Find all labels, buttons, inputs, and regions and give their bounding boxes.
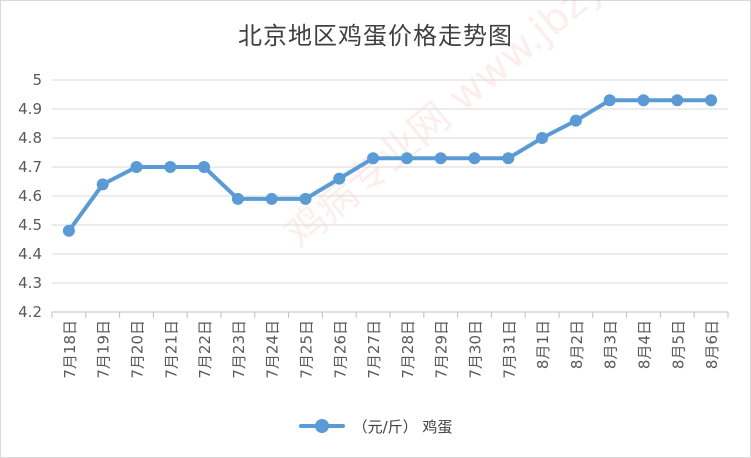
y-tick-label: 4.6 bbox=[18, 187, 42, 205]
x-tick-label: 7月29日 bbox=[433, 320, 451, 379]
legend: （元/斤） 鸡蛋 bbox=[0, 414, 751, 438]
data-point bbox=[333, 172, 346, 185]
x-tick-label: 8月6日 bbox=[703, 320, 721, 369]
x-tick-label: 7月28日 bbox=[399, 320, 417, 379]
watermark-text: 鸡病专业网 www.jbzyw.com bbox=[277, 0, 711, 258]
x-tick-label: 7月24日 bbox=[264, 320, 282, 379]
x-tick-label: 8月5日 bbox=[669, 320, 687, 369]
x-tick-label: 7月22日 bbox=[196, 320, 214, 379]
x-tick-label: 7月23日 bbox=[230, 320, 248, 379]
x-tick-label: 8月2日 bbox=[568, 320, 586, 369]
data-point bbox=[198, 161, 211, 173]
x-tick-label: 8月4日 bbox=[636, 320, 654, 369]
legend-marker-icon bbox=[298, 419, 345, 433]
y-tick-label: 4.3 bbox=[18, 274, 42, 292]
data-point bbox=[468, 152, 481, 165]
y-tick-label: 5 bbox=[32, 71, 42, 89]
data-point bbox=[502, 152, 515, 165]
x-tick-label: 7月25日 bbox=[298, 320, 316, 379]
x-tick-label: 7月21日 bbox=[162, 320, 180, 379]
y-tick-label: 4.7 bbox=[18, 158, 42, 176]
data-point bbox=[637, 94, 650, 107]
data-point bbox=[434, 152, 447, 165]
data-point bbox=[96, 178, 109, 191]
data-point bbox=[705, 94, 718, 107]
x-tick-label: 7月30日 bbox=[467, 320, 485, 379]
x-tick-label: 8月3日 bbox=[602, 320, 620, 369]
x-tick-label: 7月27日 bbox=[365, 320, 383, 379]
data-point bbox=[603, 94, 616, 107]
y-tick-label: 4.2 bbox=[18, 303, 42, 321]
x-tick-label: 7月26日 bbox=[331, 320, 349, 379]
x-tick-label: 7月20日 bbox=[129, 320, 147, 379]
x-tick-label: 7月31日 bbox=[500, 320, 518, 379]
data-point bbox=[164, 161, 177, 173]
y-tick-label: 4.9 bbox=[18, 100, 42, 118]
y-tick-label: 4.5 bbox=[18, 216, 42, 234]
x-tick-label: 7月18日 bbox=[61, 320, 79, 379]
y-tick-label: 4.4 bbox=[18, 245, 42, 263]
data-point bbox=[671, 94, 684, 107]
x-tick-label: 7月19日 bbox=[95, 320, 113, 379]
data-point bbox=[400, 152, 413, 165]
data-point bbox=[569, 114, 582, 127]
watermark: 鸡病专业网 www.jbzyw.com bbox=[277, 0, 711, 258]
legend-label: （元/斤） 鸡蛋 bbox=[352, 417, 453, 436]
data-point bbox=[299, 192, 312, 205]
data-point bbox=[62, 224, 75, 237]
data-point bbox=[536, 132, 549, 144]
data-point bbox=[265, 192, 278, 205]
data-point bbox=[130, 161, 143, 173]
x-tick-label: 8月1日 bbox=[534, 320, 552, 369]
data-point bbox=[231, 192, 244, 205]
chart-title: 北京地区鸡蛋价格走势图 bbox=[238, 22, 513, 50]
data-point bbox=[367, 152, 380, 165]
y-tick-label: 4.8 bbox=[18, 129, 42, 147]
